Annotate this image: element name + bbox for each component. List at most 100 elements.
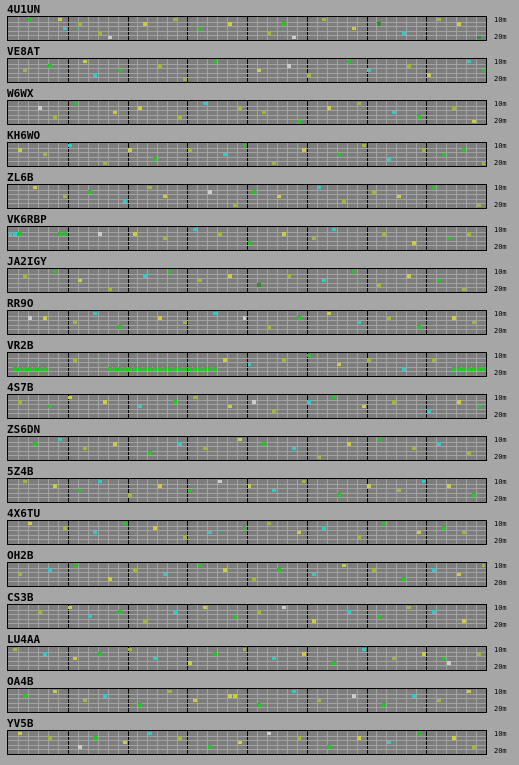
callsign-label: KH6WO [7, 129, 41, 142]
timeline-grid[interactable] [7, 58, 487, 83]
grid-line [416, 101, 418, 124]
signal-cell [108, 367, 113, 371]
grid-line [107, 521, 109, 544]
grid-line [406, 353, 408, 376]
grid-row-line [8, 198, 486, 200]
grid-line [406, 143, 408, 166]
grid-line [227, 731, 229, 754]
grid-line [27, 647, 29, 670]
timeline-grid[interactable] [7, 520, 487, 545]
signal-cell [242, 526, 247, 530]
grid-line [356, 59, 358, 82]
signal-cell [461, 287, 466, 292]
signal-cell [182, 77, 187, 82]
timeline-grid[interactable] [7, 688, 487, 713]
timeline-grid[interactable] [7, 142, 487, 167]
grid-line [17, 605, 19, 628]
timeline-grid[interactable] [7, 352, 487, 377]
grid-row-line [8, 492, 486, 494]
timeline-grid[interactable] [7, 394, 487, 419]
band-label-20m: 20m [494, 159, 507, 167]
grid-major-line [247, 647, 248, 670]
signal-cell [317, 455, 322, 460]
grid-major-line [426, 101, 428, 124]
grid-line [456, 59, 458, 82]
grid-line [356, 143, 358, 166]
timeline-grid[interactable] [7, 310, 487, 335]
signal-cell [352, 694, 357, 698]
grid-line [416, 353, 418, 376]
grid-line [197, 437, 199, 460]
grid-major-line [187, 437, 189, 460]
grid-major-line [426, 17, 428, 40]
grid-row-line [8, 357, 486, 359]
band-label-10m: 10m [494, 562, 507, 570]
timeline-grid[interactable] [7, 604, 487, 629]
grid-line [107, 59, 109, 82]
grid-major-line [187, 311, 189, 334]
grid-line [276, 647, 278, 670]
grid-line [446, 521, 448, 544]
grid-line [157, 563, 159, 586]
grid-line [47, 731, 49, 754]
grid-line [466, 479, 468, 502]
grid-line [466, 395, 468, 418]
grid-line [217, 395, 219, 418]
signal-cell [411, 241, 416, 245]
grid-major-line [366, 353, 368, 376]
signal-cell [421, 652, 426, 656]
beacon-row: CS3B 10m 20m [0, 588, 519, 630]
grid-line [207, 689, 209, 712]
signal-cell [406, 274, 411, 278]
grid-major-line [247, 143, 248, 166]
grid-row-line [8, 194, 486, 196]
grid-line [157, 395, 159, 418]
band-label-20m: 20m [494, 579, 507, 587]
signal-cell [337, 493, 342, 497]
timeline-grid[interactable] [7, 646, 487, 671]
grid-major-line [67, 17, 69, 40]
grid-line [137, 17, 139, 40]
timeline-grid[interactable] [7, 184, 487, 209]
grid-line [207, 17, 209, 40]
callsign-label: 4U1UN [7, 3, 41, 16]
signal-cell [451, 736, 456, 740]
grid-line [37, 689, 39, 712]
grid-line [476, 479, 478, 502]
signal-cell [386, 316, 391, 320]
timeline-grid[interactable] [7, 436, 487, 461]
grid-line [217, 605, 219, 628]
grid-line [87, 689, 89, 712]
timeline-grid[interactable] [7, 16, 487, 41]
callsign-label: CS3B [7, 591, 34, 604]
grid-line [296, 311, 298, 334]
signal-cell [98, 479, 103, 484]
grid-row-line [8, 441, 486, 443]
signal-cell [222, 152, 227, 157]
signal-cell [33, 185, 38, 190]
timeline-grid[interactable] [7, 478, 487, 503]
grid-line [346, 185, 348, 208]
timeline-grid[interactable] [7, 562, 487, 587]
signal-cell [357, 320, 361, 325]
grid-line [446, 59, 448, 82]
grid-major-line [67, 479, 69, 502]
grid-line [47, 311, 49, 334]
timeline-grid[interactable] [7, 730, 487, 755]
grid-line [47, 437, 49, 460]
grid-line [396, 59, 398, 82]
timeline-grid[interactable] [7, 268, 487, 293]
timeline-grid[interactable] [7, 100, 487, 125]
grid-line [296, 563, 298, 586]
grid-line [217, 563, 219, 586]
signal-cell [436, 442, 441, 446]
signal-cell [262, 110, 267, 115]
timeline-grid[interactable] [7, 226, 487, 251]
grid-line [446, 143, 448, 166]
grid-line [476, 647, 478, 670]
signal-cell [332, 227, 337, 232]
grid-line [456, 311, 458, 334]
signal-cell [18, 232, 23, 236]
signal-cell [317, 185, 322, 190]
grid-line [97, 437, 99, 460]
